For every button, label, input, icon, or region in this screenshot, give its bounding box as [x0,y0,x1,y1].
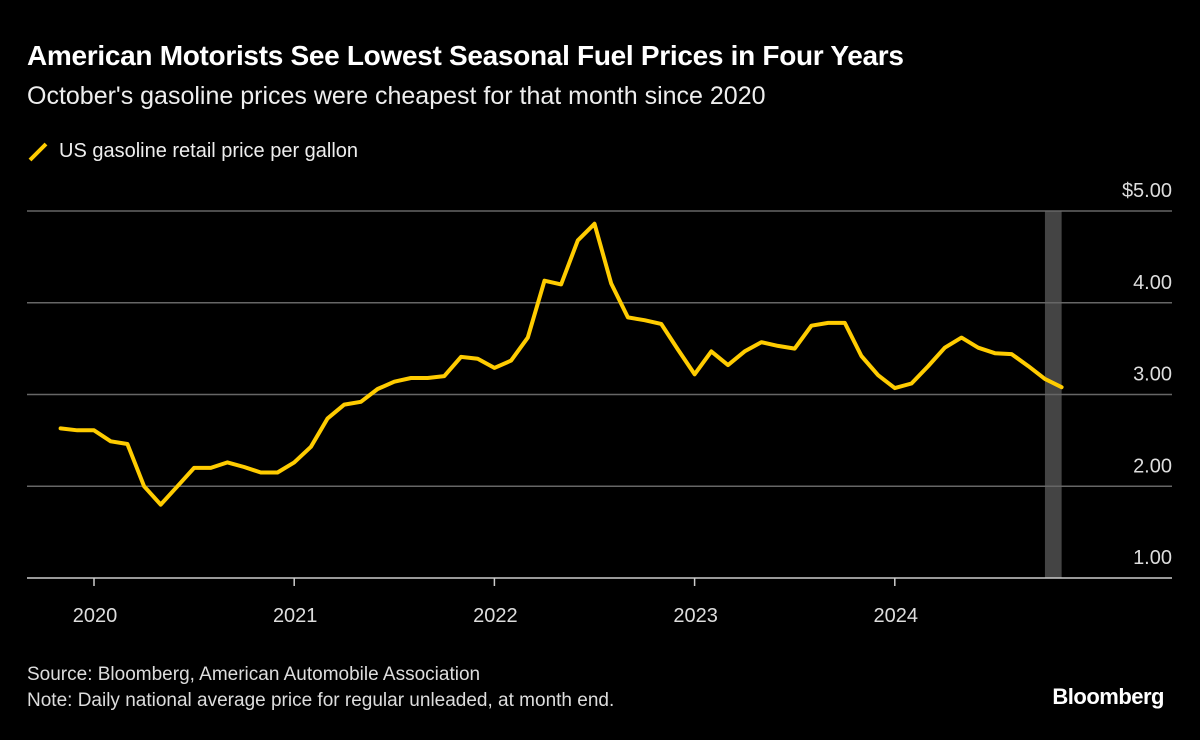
x-tick-label: 2020 [73,605,118,627]
y-tick-label: 1.00 [1133,547,1172,569]
x-tick-label: 2023 [673,605,718,627]
legend-line-swatch-icon [28,142,48,161]
series-line [58,221,1064,507]
footnote: Note: Daily national average price for r… [27,690,615,711]
y-tick-label: $5.00 [1122,180,1172,202]
y-tick-label: 3.00 [1133,364,1172,386]
y-tick-label: 2.00 [1133,455,1172,477]
legend-label: US gasoline retail price per gallon [59,140,359,162]
footer: Source: Bloomberg, American Automobile A… [27,662,614,714]
x-tick-label: 2022 [473,605,518,627]
legend: US gasoline retail price per gallon [27,140,358,163]
x-tick-label: 2024 [874,605,919,627]
chart-subtitle: October's gasoline prices were cheapest … [27,82,766,110]
x-tick-label: 2021 [273,605,318,627]
bloomberg-logo: Bloomberg [1052,684,1164,709]
source-note: Source: Bloomberg, American Automobile A… [27,664,481,685]
y-tick-label: 4.00 [1133,272,1172,294]
chart-title: American Motorists See Lowest Seasonal F… [27,40,904,71]
